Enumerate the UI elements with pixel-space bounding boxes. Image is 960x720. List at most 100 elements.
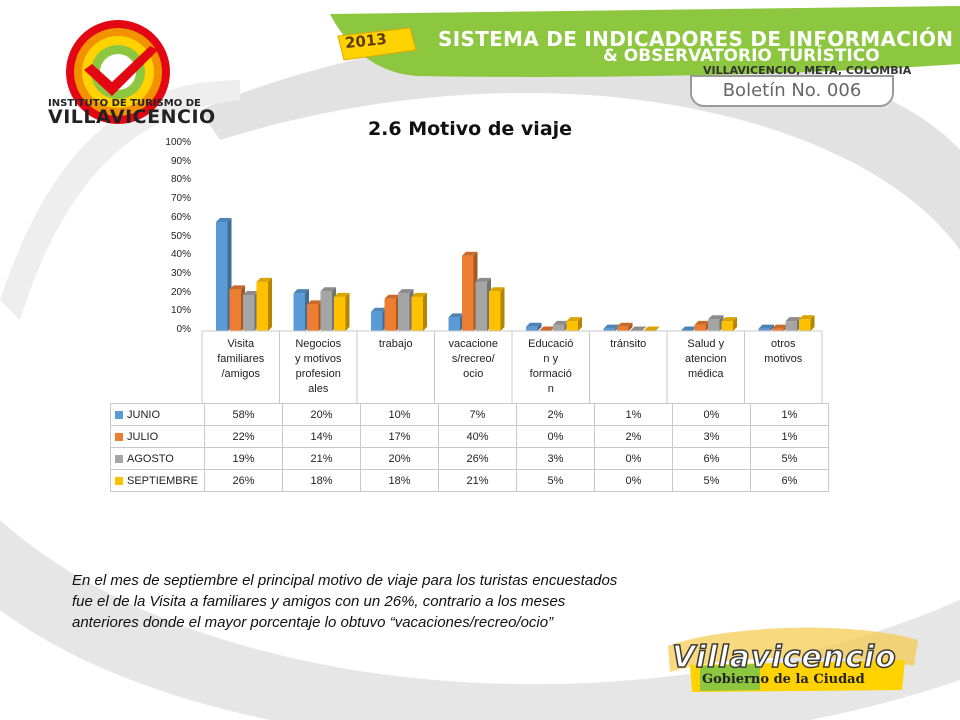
bar-julio-0: [229, 285, 245, 331]
category-label-line: ales: [308, 383, 329, 395]
table-row: SEPTIEMBRE 26% 18% 18% 21% 5% 0% 5% 6%: [110, 469, 829, 492]
table-cell: 0%: [594, 469, 673, 492]
banner-title-line1: SISTEMA DE INDICADORES DE INFORMACIÓN: [438, 27, 954, 51]
chart-data-table: JUNIO 58% 20% 10% 7% 2% 1% 0% 1% JULIO 22% 14% 17% 40…: [110, 403, 829, 492]
y-tick-label: 30%: [170, 267, 191, 279]
bar-junio-0: [216, 218, 232, 331]
bg-swoosh-left: [0, 80, 240, 320]
category-label: vacacione s/recreo/ocio: [435, 337, 513, 382]
category-label-line: atencion: [684, 353, 727, 365]
legend-entry: AGOSTO: [110, 447, 205, 470]
category-label: Salud y atencion médica: [667, 337, 745, 382]
table-cell: 2%: [594, 425, 673, 448]
table-cell: 26%: [438, 447, 517, 470]
bar-junio-3: [448, 313, 464, 331]
y-tick-label: 20%: [170, 286, 191, 298]
bar-agosto-5: [630, 326, 646, 331]
table-cell: 21%: [282, 447, 361, 470]
itv-logo-line2: VILLAVICENCIO: [48, 106, 216, 128]
legend-label: SEPTIEMBRE: [127, 474, 198, 487]
legend-label: JUNIO: [127, 408, 160, 421]
legend-label: AGOSTO: [127, 452, 174, 465]
chart-title: 2.6 Motivo de viaje: [367, 118, 573, 140]
y-tick-label: 90%: [170, 155, 191, 167]
bar-agosto-0: [243, 290, 259, 331]
legend-entry: JULIO: [110, 425, 205, 448]
category-label-line: profesion: [295, 368, 341, 380]
bar-septiembre-6: [721, 317, 737, 331]
table-cell: 0%: [672, 403, 751, 426]
bar-agosto-4: [553, 320, 569, 331]
table-cell: 3%: [516, 447, 595, 470]
table-cell: 5%: [672, 469, 751, 492]
y-tick-label: 80%: [170, 174, 191, 186]
table-row: JULIO 22% 14% 17% 40% 0% 2% 3% 1%: [110, 425, 829, 448]
bar-junio-2: [371, 307, 387, 331]
chart-caption: En el mes de septiembre el principal mot…: [72, 572, 618, 631]
table-cell: 58%: [204, 403, 283, 426]
y-tick-label: 70%: [170, 193, 191, 205]
category-label-line: motivos: [764, 353, 803, 365]
category-label-line: formació: [529, 368, 572, 380]
category-label: trabajo: [357, 337, 435, 352]
category-label-line: médica: [688, 368, 724, 380]
bar-septiembre-5: [644, 326, 660, 331]
bar-junio-4: [526, 322, 542, 331]
category-label-line: vacacione: [448, 338, 499, 350]
y-tick-label: 0%: [176, 324, 191, 335]
bar-septiembre-2: [411, 292, 427, 331]
bar-junio-1: [293, 289, 309, 331]
legend-swatch: [115, 454, 123, 463]
y-tick-label: 50%: [170, 230, 191, 242]
villavicencio-logo-mark: [668, 627, 918, 692]
category-label-line: Negocios: [295, 338, 342, 350]
bar-septiembre-0: [256, 277, 272, 331]
bar-septiembre-7: [799, 315, 815, 331]
table-cell: 1%: [750, 403, 829, 426]
table-cell: 21%: [438, 469, 517, 492]
table-cell: 1%: [594, 403, 673, 426]
category-label-line: trabajo: [378, 338, 413, 350]
table-cell: 6%: [750, 469, 829, 492]
bar-julio-1: [307, 300, 323, 331]
year-badge: [337, 27, 417, 61]
table-cell: 1%: [750, 425, 829, 448]
category-label-line: Visita: [227, 338, 255, 350]
table-cell: 5%: [750, 447, 829, 470]
bar-septiembre-1: [334, 292, 350, 331]
table-cell: 20%: [360, 447, 439, 470]
bar-julio-3: [462, 251, 478, 331]
legend-entry: SEPTIEMBRE: [110, 469, 205, 492]
table-cell: 6%: [672, 447, 751, 470]
table-cell: 10%: [360, 403, 439, 426]
category-label-line: ocio: [463, 368, 484, 380]
category-label-line: y motivos: [295, 353, 342, 365]
itv-logo-line1: INSTITUTO DE TURISMO DE: [48, 98, 201, 109]
bar-julio-2: [384, 294, 400, 331]
bar-agosto-1: [320, 287, 336, 331]
table-cell: 3%: [672, 425, 751, 448]
category-label: otros motivos: [745, 337, 823, 367]
table-cell: 20%: [282, 403, 361, 426]
table-cell: 18%: [282, 469, 361, 492]
bar-agosto-7: [785, 317, 801, 331]
table-cell: 5%: [516, 469, 595, 492]
table-cell: 18%: [360, 469, 439, 492]
category-label: Educació n y formació n: [512, 337, 590, 397]
y-tick-label: 40%: [170, 249, 191, 261]
legend-swatch: [115, 432, 123, 441]
bar-agosto-2: [398, 289, 414, 331]
itv-logo-mark: [66, 20, 170, 124]
table-cell: 0%: [594, 447, 673, 470]
bar-julio-6: [694, 320, 710, 331]
table-cell: 7%: [438, 403, 517, 426]
table-cell: 14%: [282, 425, 361, 448]
bar-julio-7: [772, 324, 788, 331]
category-label-line: tránsito: [610, 338, 647, 350]
legend-swatch: [115, 410, 123, 419]
category-label-line: /amigos: [221, 368, 261, 380]
bar-septiembre-4: [566, 317, 582, 331]
banner-title-line2: & OBSERVATORIO TURÍSTICO: [603, 46, 880, 66]
y-tick-label: 60%: [170, 211, 191, 223]
